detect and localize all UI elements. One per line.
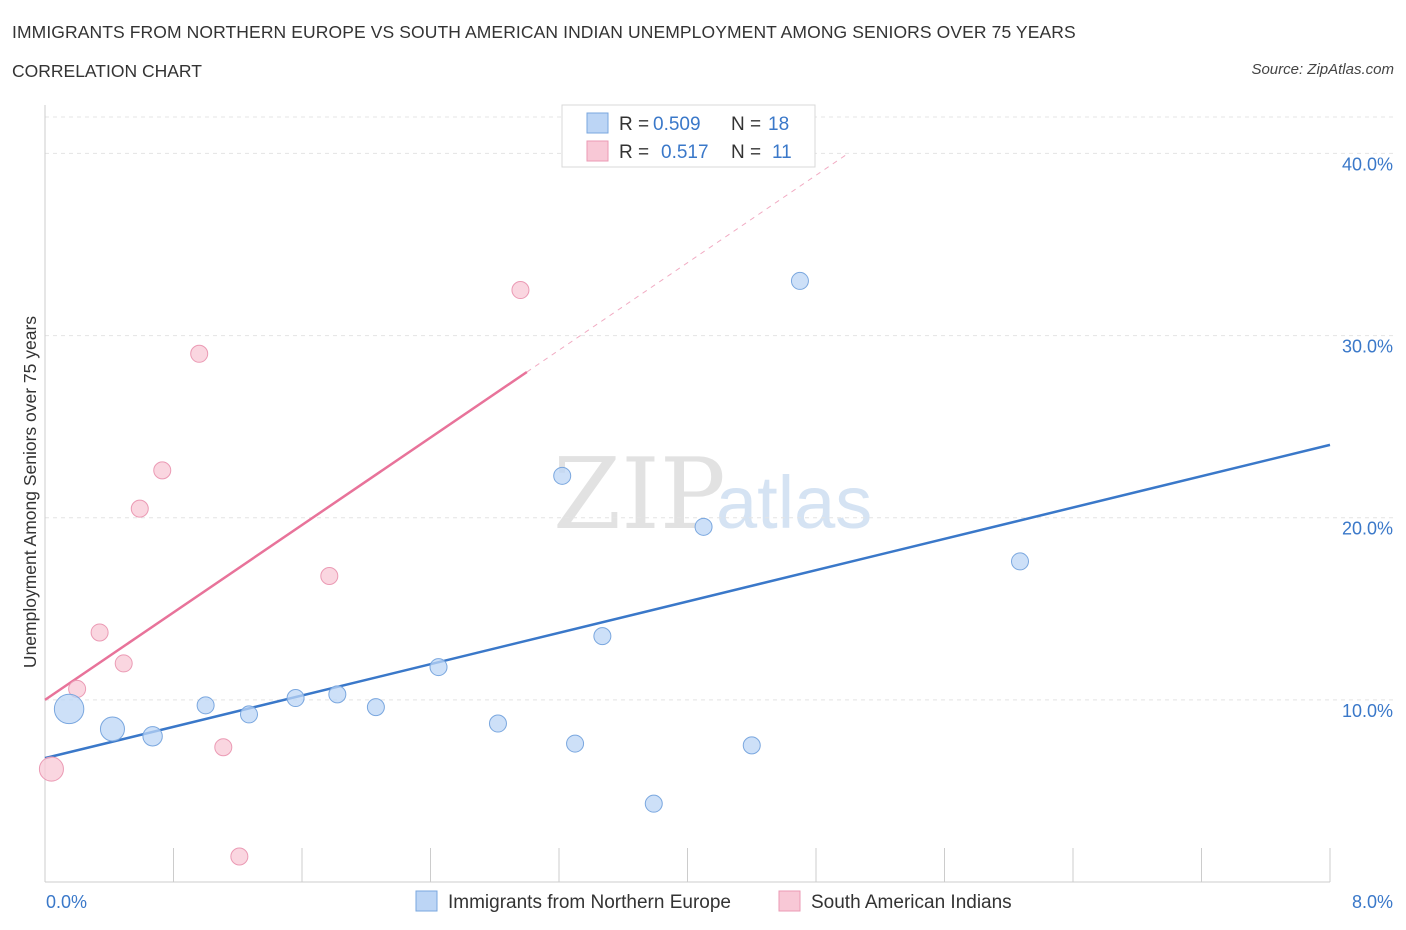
point-northern-europe xyxy=(593,627,612,646)
x-tick-label-min: 0.0% xyxy=(46,892,87,912)
point-northern-europe xyxy=(790,271,809,290)
source-label: Source: ZipAtlas.com xyxy=(1251,61,1394,78)
bottom-legend-swatch-pink xyxy=(778,890,801,912)
legend-n-label-1: N = xyxy=(731,114,761,135)
bottom-legend-label-2: South American Indians xyxy=(811,892,1012,913)
x-tick-labels: 0.0% 8.0% xyxy=(46,892,1393,912)
point-south-american-indians xyxy=(320,567,339,585)
chart-title: IMMIGRANTS FROM NORTHERN EUROPE VS SOUTH… xyxy=(12,22,1076,42)
point-south-american-indians xyxy=(153,461,172,480)
point-northern-europe xyxy=(142,726,163,747)
point-northern-europe xyxy=(366,698,385,717)
data-points xyxy=(38,271,1029,866)
point-northern-europe xyxy=(286,689,305,708)
gridlines xyxy=(45,116,1394,701)
point-northern-europe xyxy=(694,517,713,536)
bottom-legend-swatch-blue xyxy=(415,890,438,912)
point-northern-europe xyxy=(429,658,448,677)
legend-swatch-blue xyxy=(586,112,609,134)
point-south-american-indians xyxy=(511,281,530,300)
point-northern-europe xyxy=(553,466,572,485)
point-south-american-indians xyxy=(214,738,233,757)
stats-legend: R = 0.509 N = 18 R = 0.517 N = 11 xyxy=(561,104,816,168)
y-tick-label: 20.0% xyxy=(1342,519,1393,539)
point-northern-europe xyxy=(1010,552,1029,571)
point-south-american-indians xyxy=(130,499,149,518)
legend-n-value-2: 11 xyxy=(772,142,792,163)
point-northern-europe xyxy=(239,705,258,724)
trend-line-south-american-indians xyxy=(44,370,528,701)
chart-subtitle: CORRELATION CHART xyxy=(12,61,202,81)
legend-r-label-1: R = xyxy=(619,114,649,135)
bottom-legend-label-1: Immigrants from Northern Europe xyxy=(448,892,731,913)
point-northern-europe xyxy=(328,685,347,704)
point-northern-europe xyxy=(742,736,761,755)
y-tick-label: 10.0% xyxy=(1342,701,1393,721)
point-northern-europe xyxy=(99,716,125,742)
point-northern-europe xyxy=(488,714,507,733)
watermark: ZIP atlas xyxy=(553,438,872,552)
legend-n-value-1: 18 xyxy=(768,114,789,135)
y-tick-label: 30.0% xyxy=(1342,337,1393,357)
legend-swatch-pink xyxy=(586,140,609,162)
legend-n-label-2: N = xyxy=(731,142,761,163)
legend-r-value-2: 0.517 xyxy=(661,142,709,163)
point-northern-europe xyxy=(566,734,585,753)
watermark-zip: ZIP xyxy=(553,438,726,552)
y-axis-label: Unemployment Among Seniors over 75 years xyxy=(20,316,40,668)
point-south-american-indians xyxy=(90,623,109,642)
series-legend: Immigrants from Northern Europe South Am… xyxy=(415,890,1012,913)
point-south-american-indians xyxy=(38,756,64,782)
trend-line-northern-europe xyxy=(44,443,1331,760)
y-tick-label: 40.0% xyxy=(1342,154,1393,174)
trend-lines xyxy=(44,153,1331,760)
y-tick-labels: 10.0% 20.0% 30.0% 40.0% xyxy=(1342,154,1393,720)
watermark-atlas: atlas xyxy=(716,461,872,544)
x-tick-label-max: 8.0% xyxy=(1352,892,1393,912)
legend-r-label-2: R = xyxy=(619,142,649,163)
trend-line-extension-south-american-indians xyxy=(526,153,849,373)
point-south-american-indians xyxy=(190,344,209,363)
point-south-american-indians xyxy=(114,654,133,673)
point-northern-europe xyxy=(196,696,215,715)
legend-r-value-1: 0.509 xyxy=(653,114,701,135)
point-south-american-indians xyxy=(230,847,249,866)
axes xyxy=(44,105,1331,883)
point-northern-europe xyxy=(644,794,663,813)
point-northern-europe xyxy=(53,693,85,725)
